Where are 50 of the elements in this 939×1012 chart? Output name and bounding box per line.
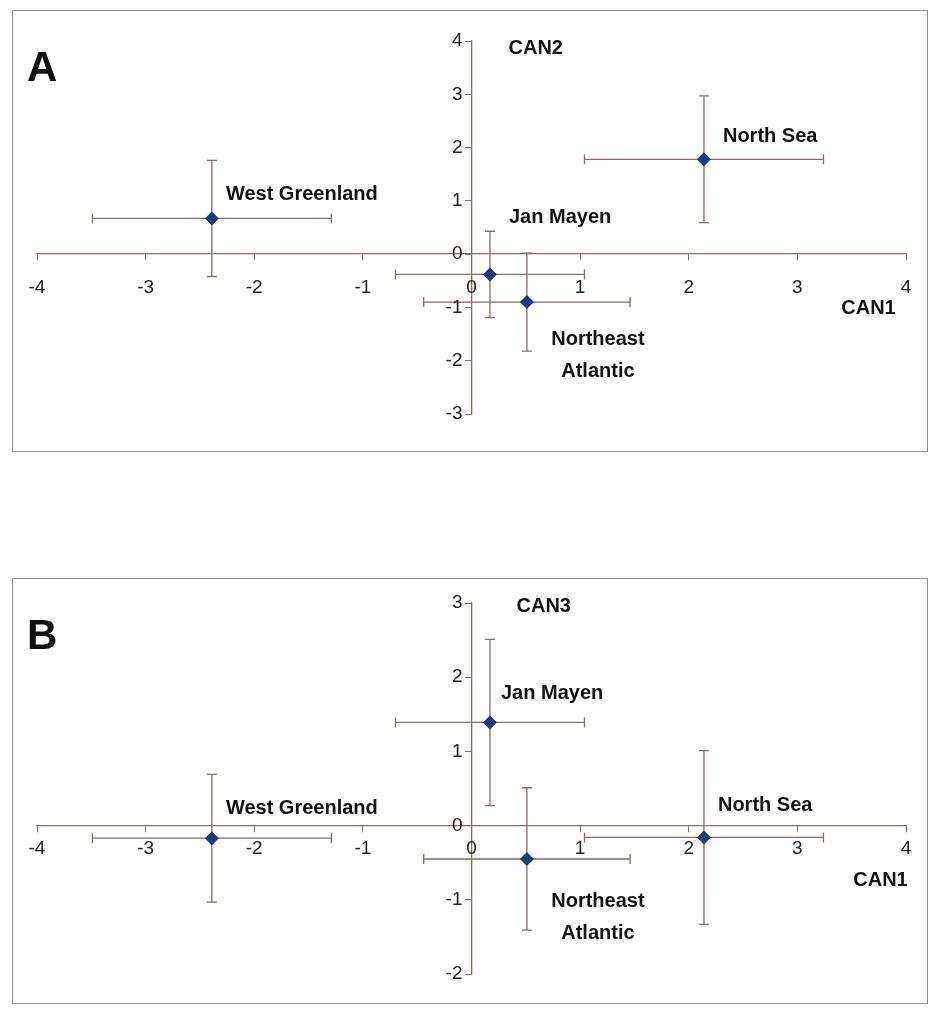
x-tick-label: 2: [683, 276, 695, 298]
chart-title: A: [27, 42, 58, 90]
x-tick-label: -2: [245, 276, 263, 298]
x-tick-label: -4: [28, 276, 46, 298]
y-tick-label: -2: [445, 962, 463, 984]
x-tick-label: 4: [900, 836, 912, 858]
x-axis-title: CAN1: [841, 295, 896, 318]
y-tick-label: 3: [451, 591, 463, 613]
series-label: West Greenland: [225, 181, 378, 204]
x-tick-label: -2: [245, 836, 263, 858]
x-tick-label: 1: [574, 276, 586, 298]
x-tick-label: 2: [683, 836, 695, 858]
series-label: North Sea: [717, 792, 814, 815]
series-label: Jan Mayen: [500, 680, 604, 703]
x-tick-label: -3: [137, 836, 155, 858]
point: [482, 267, 497, 282]
series-label: Northeast Atlantic: [551, 888, 645, 943]
chart-title: B: [27, 610, 58, 658]
x-tick-label: -4: [28, 836, 46, 858]
y-tick-label: 4: [451, 29, 463, 51]
point: [519, 851, 534, 866]
series-label: West Greenland: [225, 795, 378, 818]
point: [204, 831, 219, 846]
x-tick-label: -1: [354, 276, 372, 298]
x-tick-label: 3: [792, 276, 803, 298]
x-tick-label: 1: [574, 836, 586, 858]
y-tick-label: 1: [451, 189, 463, 211]
y-tick-label: -1: [445, 888, 463, 910]
text: Jan Mayen: [508, 204, 612, 227]
point: [482, 715, 497, 730]
y-tick-label: 3: [451, 82, 463, 104]
y-tick-label: -3: [445, 402, 463, 424]
y-tick-label: 2: [451, 665, 463, 687]
y-tick-label: -2: [445, 348, 463, 370]
y-axis-title: CAN2: [508, 35, 563, 58]
y-tick-label: -1: [445, 295, 463, 317]
x-axis-title: CAN1: [853, 868, 908, 891]
series-label: North Sea: [722, 123, 819, 146]
y-tick-label: 1: [451, 739, 463, 761]
x-tick-label: -3: [137, 276, 155, 298]
point: [204, 211, 219, 226]
y-axis-title: CAN3: [516, 594, 571, 617]
x-tick-label: 4: [900, 276, 912, 298]
x-tick-label: -1: [354, 836, 372, 858]
y-tick-label: 2: [451, 135, 463, 157]
point: [519, 295, 534, 310]
x-tick-label: 3: [792, 836, 803, 858]
point: [696, 152, 711, 167]
series-label: Northeast Atlantic: [551, 326, 645, 381]
point: [696, 830, 711, 845]
